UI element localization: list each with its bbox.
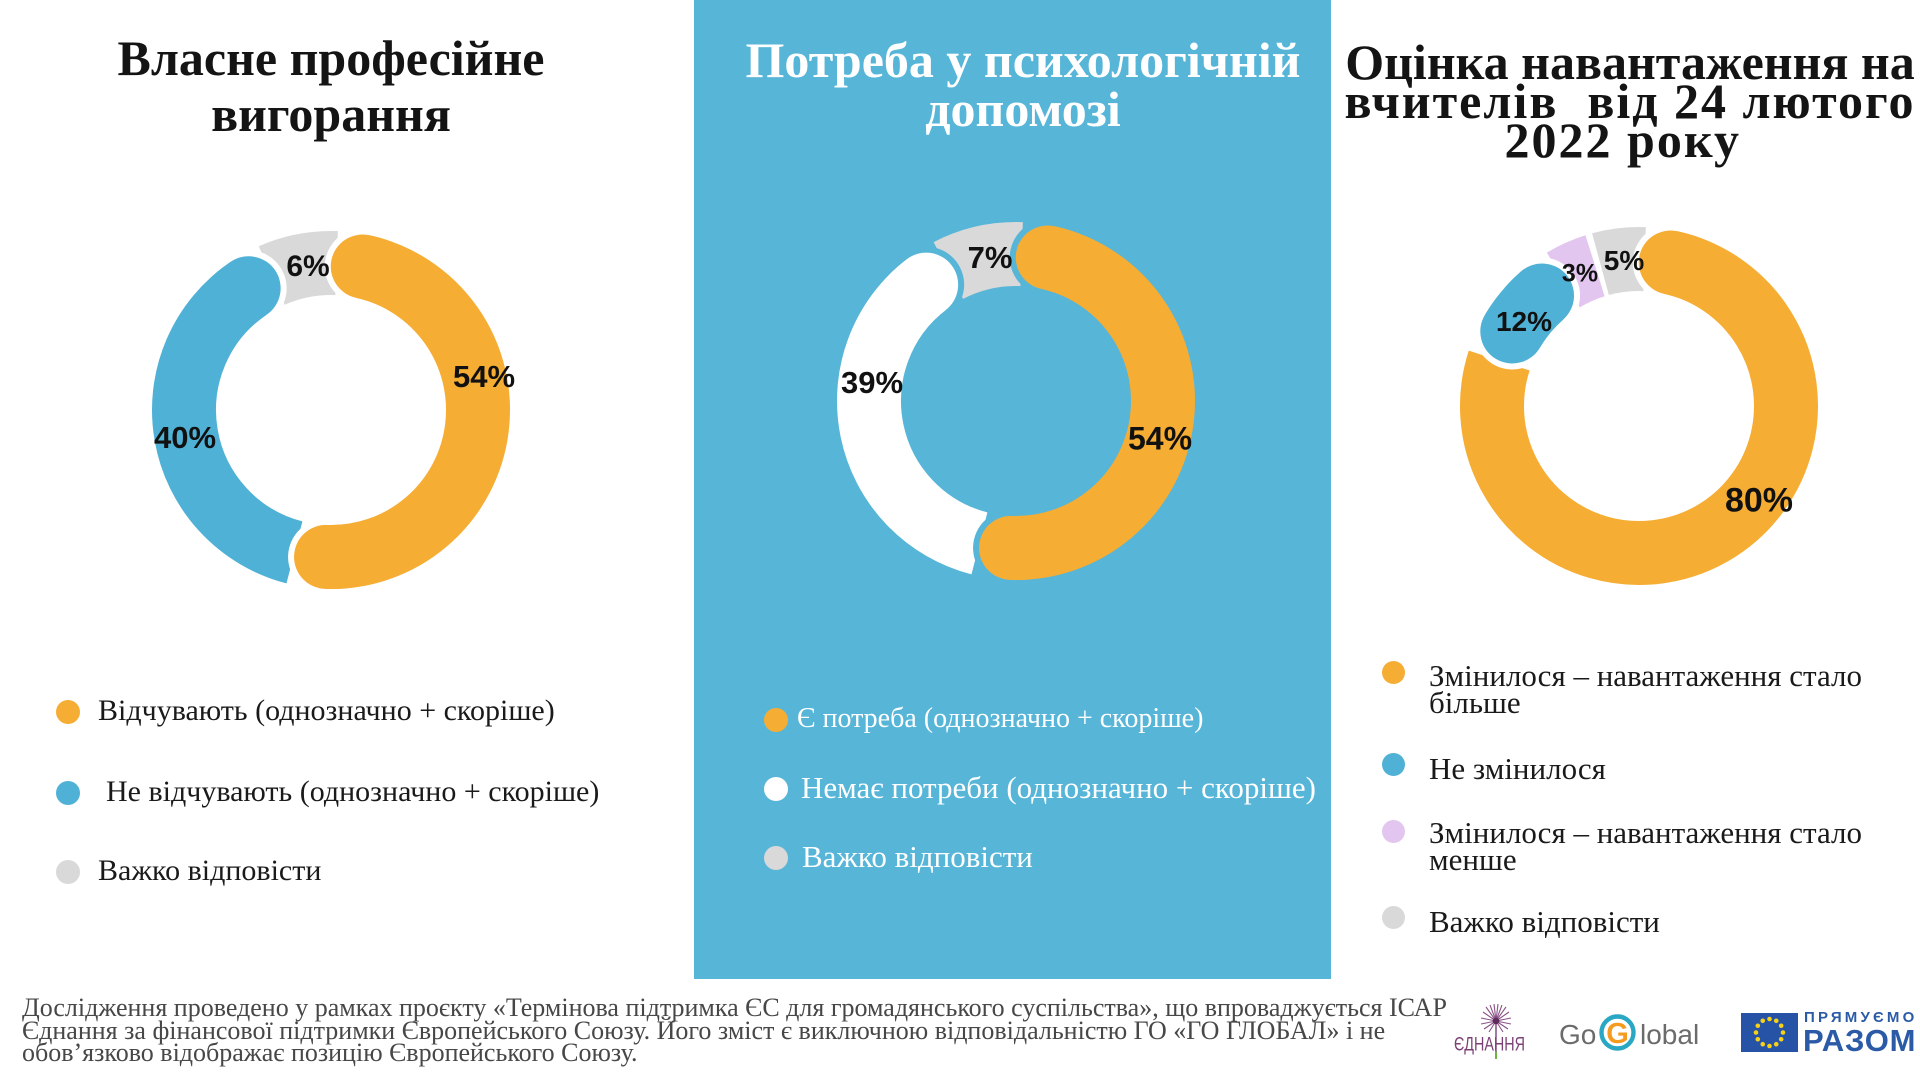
svg-text:ЄДНАННЯ: ЄДНАННЯ: [1454, 1035, 1525, 1056]
svg-text:G: G: [1606, 1018, 1629, 1050]
